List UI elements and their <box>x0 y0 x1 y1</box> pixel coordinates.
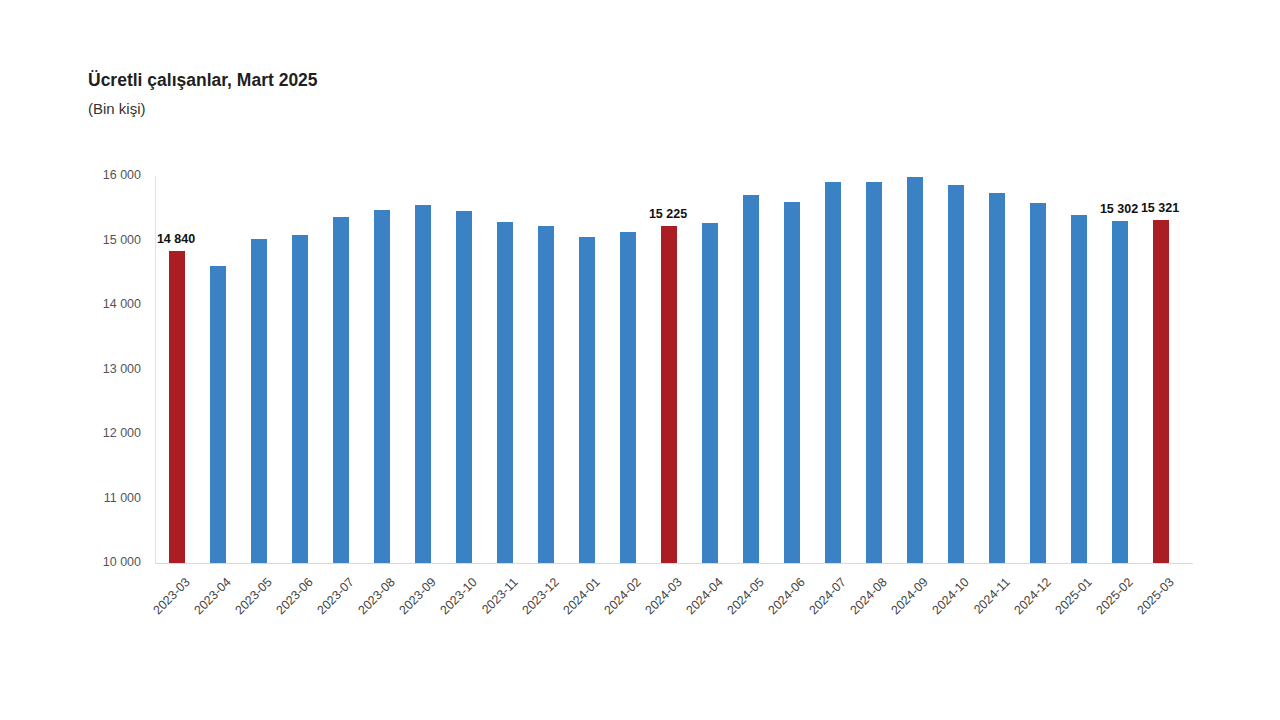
bar-2024-05[interactable] <box>743 195 759 563</box>
y-axis-tick: 14 000 <box>71 297 141 312</box>
y-axis-tick: 13 000 <box>71 362 141 377</box>
x-axis-tick: 2023-08 <box>356 575 398 617</box>
x-axis-tick: 2023-10 <box>438 575 480 617</box>
x-axis-tick: 2023-12 <box>520 575 562 617</box>
x-axis-tick: 2023-11 <box>479 575 521 617</box>
x-axis-tick: 2024-07 <box>807 575 849 617</box>
bar-2024-03[interactable] <box>661 226 677 563</box>
bar-2023-08[interactable] <box>374 210 390 563</box>
bar-2024-11[interactable] <box>989 193 1005 563</box>
bar-2025-01[interactable] <box>1071 215 1087 563</box>
x-axis-tick: 2024-05 <box>725 575 767 617</box>
x-axis-tick: 2024-02 <box>602 575 644 617</box>
x-axis-tick: 2024-09 <box>889 575 931 617</box>
y-axis-tick: 15 000 <box>71 233 141 248</box>
bar-2024-01[interactable] <box>579 237 595 563</box>
chart-header: Ücretli çalışanlar, Mart 2025 (Bin kişi) <box>88 70 318 117</box>
bar-2023-03[interactable] <box>169 251 185 563</box>
bar-2024-02[interactable] <box>620 232 636 563</box>
x-axis-tick: 2025-03 <box>1135 575 1177 617</box>
y-axis-tick: 11 000 <box>71 491 141 506</box>
bar-2023-06[interactable] <box>292 235 308 563</box>
x-axis-tick: 2024-10 <box>930 575 972 617</box>
y-axis-tick: 16 000 <box>71 168 141 183</box>
x-axis-tick: 2025-01 <box>1053 575 1095 617</box>
x-axis-tick: 2024-04 <box>684 575 726 617</box>
x-axis-tick: 2024-08 <box>848 575 890 617</box>
bar-2023-12[interactable] <box>538 226 554 563</box>
bar-2025-03[interactable] <box>1153 220 1169 563</box>
x-axis-tick: 2023-03 <box>151 575 193 617</box>
x-axis-tick: 2025-02 <box>1094 575 1136 617</box>
chart-title: Ücretli çalışanlar, Mart 2025 <box>88 70 318 91</box>
bar-2023-04[interactable] <box>210 266 226 563</box>
bar-2023-07[interactable] <box>333 217 349 563</box>
x-axis-tick: 2023-09 <box>397 575 439 617</box>
x-axis-tick: 2023-04 <box>192 575 234 617</box>
bar-2023-11[interactable] <box>497 222 513 563</box>
bar-2023-05[interactable] <box>251 239 267 563</box>
bar-2024-04[interactable] <box>702 223 718 563</box>
y-axis-tick: 12 000 <box>71 426 141 441</box>
chart-subtitle: (Bin kişi) <box>88 100 318 117</box>
x-axis-tick: 2023-07 <box>315 575 357 617</box>
bar-2024-09[interactable] <box>907 177 923 563</box>
x-axis-tick: 2024-06 <box>766 575 808 617</box>
bar-2023-10[interactable] <box>456 211 472 563</box>
x-axis-tick: 2023-06 <box>274 575 316 617</box>
bar-2024-06[interactable] <box>784 202 800 563</box>
x-axis-tick: 2024-12 <box>1012 575 1054 617</box>
x-axis-tick: 2024-03 <box>643 575 685 617</box>
chart-canvas: Ücretli çalışanlar, Mart 2025 (Bin kişi)… <box>0 0 1280 720</box>
x-axis-tick: 2024-11 <box>971 575 1013 617</box>
y-axis-tick: 10 000 <box>71 555 141 570</box>
bar-2024-10[interactable] <box>948 185 964 563</box>
plot-area <box>155 176 1193 564</box>
bar-2025-02[interactable] <box>1112 221 1128 563</box>
bar-2023-09[interactable] <box>415 205 431 563</box>
bar-2024-08[interactable] <box>866 182 882 563</box>
bar-2024-07[interactable] <box>825 182 841 563</box>
x-axis-tick: 2023-05 <box>233 575 275 617</box>
bar-2024-12[interactable] <box>1030 203 1046 563</box>
x-axis-tick: 2024-01 <box>561 575 603 617</box>
